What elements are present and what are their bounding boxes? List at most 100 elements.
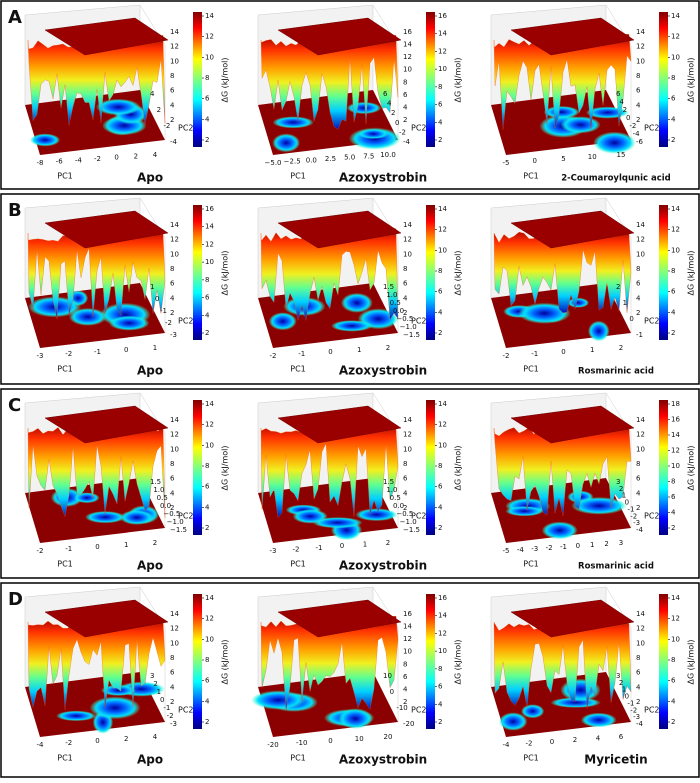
colorbar-tick-label: 10 <box>671 462 680 470</box>
x-axis-label: PC1 <box>57 560 73 569</box>
x-tick-label: -2 <box>293 545 300 553</box>
y-tick-label: 1.0 <box>386 291 397 299</box>
z-tick-label: 12 <box>636 625 645 633</box>
basin <box>593 131 636 154</box>
colorbar-tick-label: 16 <box>205 205 214 213</box>
x-tick-label: 5 <box>561 155 565 163</box>
basin <box>543 105 580 119</box>
pane <box>372 586 399 722</box>
y-tick-label: -4 <box>636 720 644 728</box>
basin <box>272 116 314 129</box>
y-tick-label: 1 <box>623 299 627 307</box>
z-tick-label: 10 <box>403 648 412 656</box>
z-tick-label: 4 <box>170 101 175 109</box>
z-tick-label: 10 <box>170 639 179 647</box>
x-tick-label: -1 <box>316 544 323 552</box>
z-tick-label: 8 <box>636 72 640 80</box>
z-tick-label: 2 <box>636 504 640 512</box>
plot-title: Azoxystrobin <box>339 559 427 573</box>
z-tick-label: 12 <box>170 43 179 51</box>
colorbar-tick-label: 8 <box>438 267 442 275</box>
colorbar-tick-label: 8 <box>671 656 675 664</box>
colorbar-tick-label: 10 <box>438 65 447 73</box>
x-tick-label: 1 <box>363 541 367 549</box>
colorbar-tick-label: 12 <box>671 447 680 455</box>
z-tick-label: 14 <box>636 221 645 229</box>
z-tick-label: 4 <box>636 101 641 109</box>
y-tick-label: -1 <box>627 699 634 707</box>
z-tick-label: 2 <box>636 698 640 706</box>
colorbar-tick-label: 8 <box>438 665 442 673</box>
y-tick-label: 0 <box>625 499 629 507</box>
colorbar-tick-label: 10 <box>438 647 447 655</box>
y-tick-label: -4 <box>633 130 641 138</box>
z-tick-label: 10 <box>170 57 179 65</box>
colorbar-tick-label: 2 <box>205 136 209 144</box>
colorbar-tick-label: 8 <box>205 462 209 470</box>
x-axis-label: PC1 <box>290 172 306 181</box>
pane <box>605 4 632 140</box>
z-tick-label: 12 <box>403 236 412 244</box>
y-tick-label: -2 <box>629 122 636 130</box>
x-tick-label: -1 <box>531 350 538 358</box>
y-tick-label: -3 <box>633 713 640 721</box>
z-tick-label: 2 <box>403 309 407 317</box>
colorbar-label: ΔG (kJ/mol) <box>687 445 696 490</box>
z-tick-label: 2 <box>170 698 174 706</box>
x-axis-label: PC1 <box>290 754 306 763</box>
z-tick-label: 4 <box>403 294 408 302</box>
y-axis-label: PC2 <box>411 317 427 326</box>
y-tick-label: 0 <box>390 688 394 696</box>
x-tick-label: 15 <box>617 151 626 159</box>
z-tick-label: 6 <box>403 673 408 681</box>
z-tick-label: 12 <box>403 431 412 439</box>
colorbar-tick-label: 10 <box>205 258 214 266</box>
y-tick-label: 1.5 <box>150 478 161 486</box>
x-tick-label: -4 <box>37 741 45 749</box>
colorbar-tick-label: 8 <box>205 276 209 284</box>
z-tick-label: 10 <box>636 639 645 647</box>
colorbar-tick-label: 2 <box>205 329 209 337</box>
colorbar-tick-label: 8 <box>671 74 675 82</box>
pane <box>139 197 166 333</box>
x-tick-label: −2.5 <box>284 158 301 166</box>
y-tick-label: 0.5 <box>390 494 401 502</box>
y-tick-label: 2 <box>157 106 161 114</box>
z-tick-label: 12 <box>170 431 179 439</box>
y-axis-label: PC2 <box>644 512 660 521</box>
basin <box>84 511 126 524</box>
x-tick-label: 0.0 <box>306 156 317 164</box>
z-tick-label: 14 <box>403 221 412 229</box>
pane <box>372 392 399 528</box>
colorbar-tick-label: 2 <box>438 136 442 144</box>
y-tick-label: -3 <box>633 519 640 527</box>
y-tick-label: -2 <box>165 319 172 327</box>
x-tick-label: 20 <box>384 733 393 741</box>
basin <box>29 133 61 147</box>
z-tick-label: 12 <box>636 236 645 244</box>
panel-border <box>0 388 700 579</box>
plot-title: Apo <box>137 753 163 767</box>
colorbar-tick-label: 4 <box>438 308 443 316</box>
y-axis-label: PC2 <box>644 124 660 133</box>
basin <box>268 312 297 331</box>
y-tick-label: -4 <box>403 138 411 146</box>
colorbar-label: ΔG (kJ/mol) <box>454 445 463 490</box>
colorbar-tick-label: 4 <box>205 311 210 319</box>
z-tick-label: 6 <box>636 280 641 288</box>
z-tick-label: 10 <box>403 250 412 258</box>
colorbar-tick-label: 2 <box>205 718 209 726</box>
z-tick-label: 6 <box>403 280 408 288</box>
x-axis-label: PC1 <box>57 172 73 181</box>
plot-title: Azoxystrobin <box>339 753 427 767</box>
x-tick-label: 2 <box>619 344 623 352</box>
colorbar-tick-label: 8 <box>205 74 209 82</box>
y-tick-label: -1 <box>627 505 634 513</box>
y-tick-label: 1 <box>622 492 626 500</box>
y-tick-label: −1.5 <box>403 331 420 339</box>
